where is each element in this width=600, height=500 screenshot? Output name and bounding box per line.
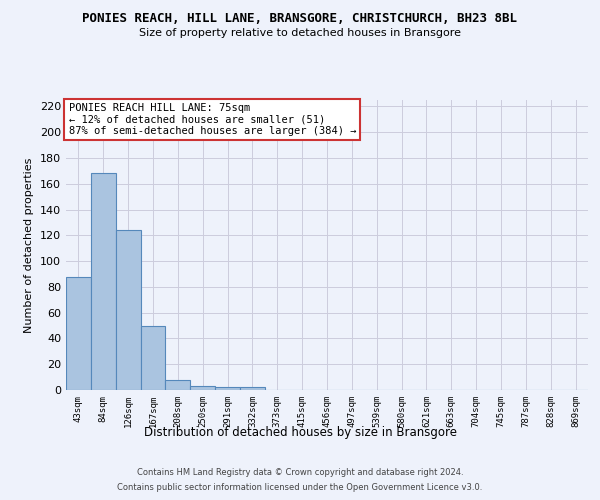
Text: Distribution of detached houses by size in Bransgore: Distribution of detached houses by size … bbox=[143, 426, 457, 439]
Text: PONIES REACH HILL LANE: 75sqm
← 12% of detached houses are smaller (51)
87% of s: PONIES REACH HILL LANE: 75sqm ← 12% of d… bbox=[68, 103, 356, 136]
Bar bbox=[140, 326, 166, 390]
Bar bbox=[116, 230, 140, 390]
Bar bbox=[215, 388, 240, 390]
Text: PONIES REACH, HILL LANE, BRANSGORE, CHRISTCHURCH, BH23 8BL: PONIES REACH, HILL LANE, BRANSGORE, CHRI… bbox=[83, 12, 517, 26]
Bar bbox=[166, 380, 190, 390]
Text: Size of property relative to detached houses in Bransgore: Size of property relative to detached ho… bbox=[139, 28, 461, 38]
Bar bbox=[240, 388, 265, 390]
Text: Contains public sector information licensed under the Open Government Licence v3: Contains public sector information licen… bbox=[118, 483, 482, 492]
Bar bbox=[190, 386, 215, 390]
Y-axis label: Number of detached properties: Number of detached properties bbox=[25, 158, 34, 332]
Bar bbox=[91, 174, 116, 390]
Bar bbox=[66, 276, 91, 390]
Text: Contains HM Land Registry data © Crown copyright and database right 2024.: Contains HM Land Registry data © Crown c… bbox=[137, 468, 463, 477]
